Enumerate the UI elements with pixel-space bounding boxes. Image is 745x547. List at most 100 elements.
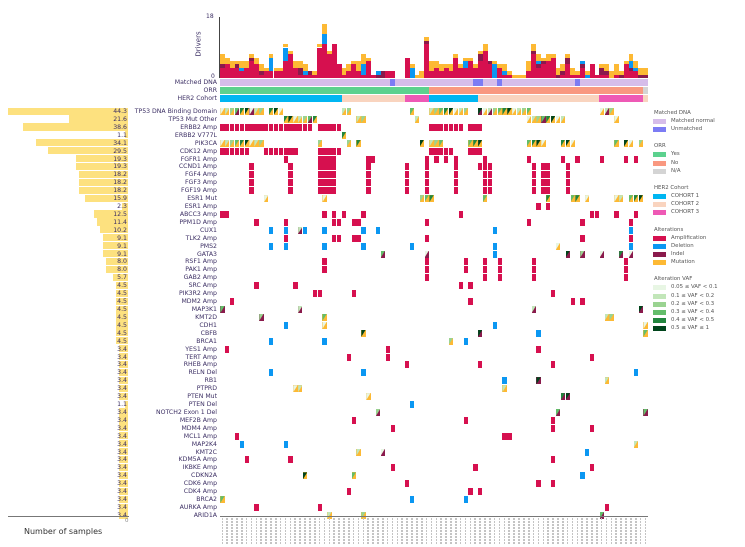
track-cell-matched [531,79,537,86]
cell-amp [463,416,468,424]
cell-indel [580,250,585,258]
driver-bar-segment-mut [327,50,332,55]
track-cell-c1 [312,95,318,102]
driver-bar-segment-amp [341,74,347,78]
driver-bar-segment-mut [570,67,576,75]
gene-label: AURKA Amp [179,504,217,511]
driver-bar-segment-indel [258,71,264,75]
cell-mut [526,115,532,123]
track-cell-c3 [599,95,605,102]
legend-label: No [671,159,679,166]
sample-id-tick [260,518,262,545]
cell-amp [337,218,342,226]
legend-swatch [653,235,666,241]
cell-amp [633,155,639,163]
cell-mut [239,108,245,115]
legend-swatch [653,168,666,174]
vaf-triangle [638,306,643,313]
track-cell-c1 [224,95,230,102]
track-cell-yes [292,87,299,94]
cell-mut [555,115,561,123]
cell-amp [473,147,478,155]
percent-bar [69,115,128,123]
cell-indel [541,115,546,123]
percent-label: 4.5 [117,306,127,313]
track-cell-yes [409,87,415,94]
driver-bar-segment-del [375,71,381,75]
track-cell-no [448,87,454,94]
track-cell-no [628,87,634,94]
cell-amp [351,218,356,226]
cell-del [268,242,274,250]
vaf-triangle [580,250,585,258]
vaf-triangle [497,108,502,115]
cell-mut [293,385,298,393]
track-cell-matched [424,79,430,86]
percent-label: 3.4 [117,408,127,416]
track-cell-c1 [220,95,226,102]
cell-mut [551,115,556,123]
gene-label: RHEB Amp [183,361,217,369]
gene-label: TERT Amp [185,353,217,361]
vaf-triangle [599,108,604,115]
legend-label: COHORT 3 [671,209,700,216]
percent-bar [118,503,128,511]
vaf-triangle [307,115,313,123]
cell-amp [424,218,429,226]
percent-label: 15.9 [113,195,127,203]
track-cell-yes [229,87,235,94]
driver-bar-segment-del [463,61,469,68]
track-cell-yes [346,87,352,94]
sample-id-tick [630,518,632,545]
vaf-triangle [419,195,425,203]
legend-label: 0.1 ≤ VAF < 0.2 [671,292,715,299]
track-cell-yes [375,87,381,94]
track-cell-c2 [550,95,556,102]
cell-amp [546,187,551,195]
track-cell-c3 [424,95,430,102]
sample-id-tick [255,518,258,545]
driver-bar-segment-mut [613,64,619,75]
cell-amp [575,155,580,163]
driver-bar-segment-mut [458,64,464,68]
driver-bar-segment-mut [502,64,507,72]
vaf-triangle [230,108,235,115]
gene-label: FGF4 Amp [184,171,217,179]
percent-bar [118,440,128,448]
track-cell-no [594,87,600,94]
track-cell-no [609,87,615,94]
track-cell-c2 [643,95,649,102]
cell-mut [239,139,245,147]
track-cell-no [443,87,449,94]
cell-indel [259,313,264,321]
track-cell-yes [365,87,371,94]
cell-indel [380,250,386,258]
legend-swatch [653,301,666,307]
track-cell-matched [502,79,508,86]
vaf-triangle [346,108,352,115]
cell-amp [589,210,595,218]
vaf-triangle [599,250,604,258]
cell-amp [531,258,536,266]
cell-amp [405,187,410,195]
vaf-triangle [502,385,507,393]
cell-del [268,337,274,345]
track-cell-matched [541,79,547,86]
track-cell-matched [365,79,371,86]
driver-bar-segment-mut [258,64,264,72]
track-cell-c3 [618,95,624,102]
track-cell-c2 [536,95,542,102]
cell-amp [531,266,536,274]
driver-bar-segment-mut [288,50,293,55]
cell-mut [565,139,570,147]
legend-label: Unmatched [671,126,703,133]
track-cell-c2 [521,95,527,102]
cell-amp [604,504,609,511]
track-cell-c2 [375,95,381,102]
percent-bar [97,218,128,226]
percent-label: 18.2 [113,187,127,195]
vaf-triangle [570,139,575,147]
legend-label: 0.05 ≤ VAF < 0.1 [671,284,718,291]
cell-amp [254,282,259,290]
vaf-triangle [302,115,308,123]
